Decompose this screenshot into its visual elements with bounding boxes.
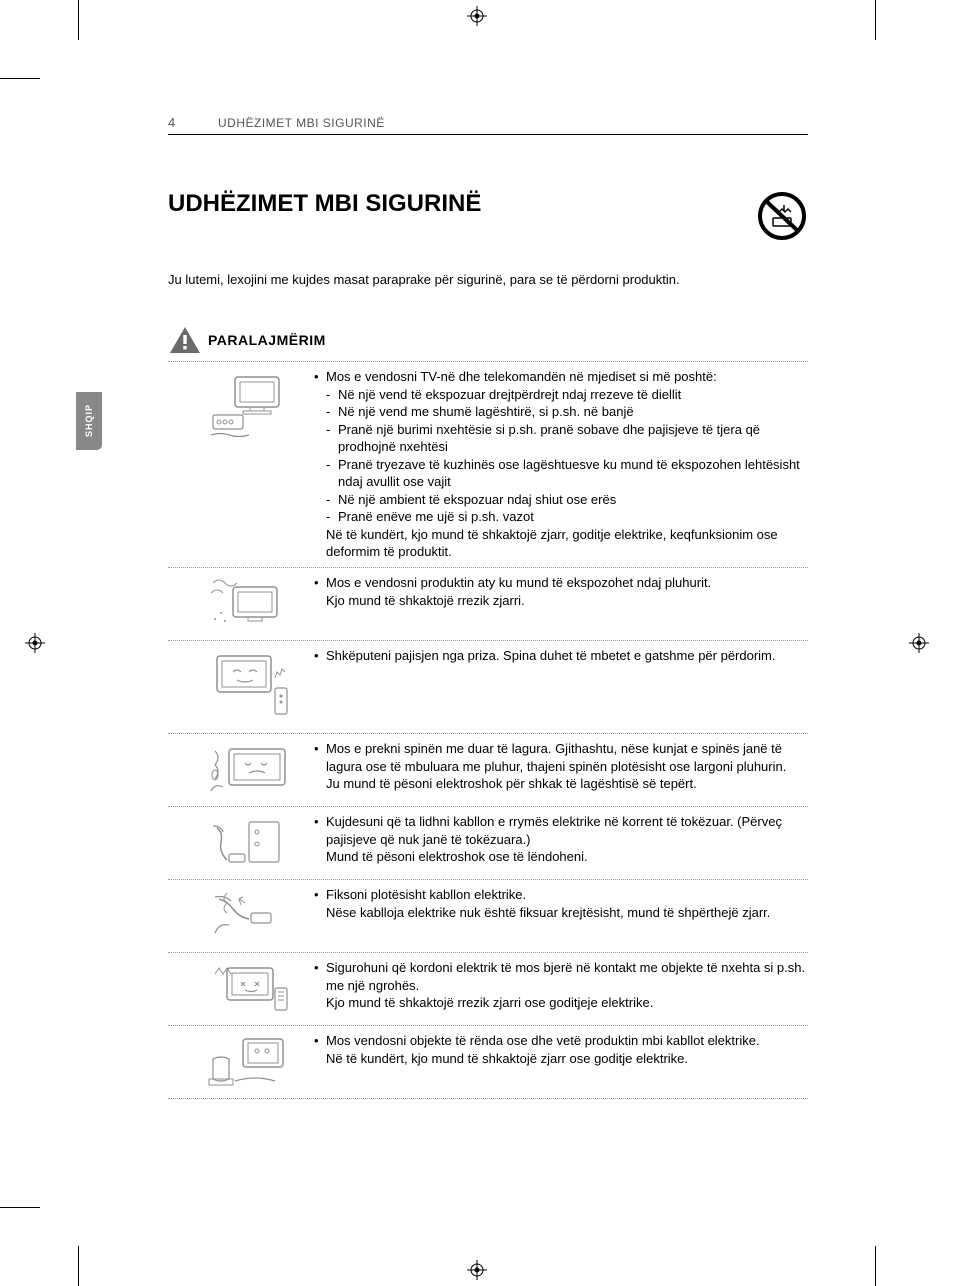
- warning-row: Shkëputeni pajisjen nga priza. Spina duh…: [168, 640, 808, 733]
- crop-mark: [875, 0, 876, 40]
- dash-text: Në një vend të ekspozuar drejtpërdrejt n…: [312, 386, 808, 404]
- warning-row: Sigurohuni që kordoni elektrik të mos bj…: [168, 952, 808, 1025]
- crop-mark: [78, 1246, 79, 1286]
- crop-mark: [78, 0, 79, 40]
- warning-illustration-icon: [200, 574, 300, 634]
- language-tab: SHQIP: [76, 392, 102, 450]
- cont-text: Kjo mund të shkaktojë rrezik zjarri ose …: [312, 994, 808, 1012]
- warning-text: Sigurohuni që kordoni elektrik të mos bj…: [312, 959, 808, 1019]
- warning-text: Kujdesuni që ta lidhni kabllon e rrymës …: [312, 813, 808, 873]
- warning-text: Mos vendosni objekte të rënda ose dhe ve…: [312, 1032, 808, 1092]
- dash-text: Pranë tryezave të kuzhinës ose lagështue…: [312, 456, 808, 491]
- crop-mark: [875, 1246, 876, 1286]
- warning-illustration-icon: [200, 813, 300, 873]
- page-header: 4 UDHËZIMET MBI SIGURINË: [168, 115, 808, 135]
- dash-text: Në një ambient të ekspozuar ndaj shiut o…: [312, 491, 808, 509]
- warning-text: Fiksoni plotësisht kabllon elektrike. Në…: [312, 886, 808, 946]
- warning-illustration-icon: [200, 886, 300, 946]
- registration-mark-icon: [909, 633, 929, 653]
- dash-text: Në një vend me shumë lagështirë, si p.sh…: [312, 403, 808, 421]
- crop-mark: [0, 78, 40, 79]
- bullet-text: Shkëputeni pajisjen nga priza. Spina duh…: [312, 647, 808, 665]
- bullet-text: Mos e prekni spinën me duar të lagura. G…: [312, 740, 808, 775]
- cont-text: Mund të pësoni elektroshok ose të lëndoh…: [312, 848, 808, 866]
- warning-text: Shkëputeni pajisjen nga priza. Spina duh…: [312, 647, 808, 727]
- bullet-text: Mos vendosni objekte të rënda ose dhe ve…: [312, 1032, 808, 1050]
- warning-illustration-icon: [200, 647, 300, 727]
- dash-text: Pranë një burimi nxehtësie si p.sh. pran…: [312, 421, 808, 456]
- bullet-text: Mos e vendosni produktin aty ku mund të …: [312, 574, 808, 592]
- cont-text: Ju mund të pësoni elektroshok për shkak …: [312, 775, 808, 793]
- bullet-text: Fiksoni plotësisht kabllon elektrike.: [312, 886, 808, 904]
- warning-text: Mos e vendosni TV-në dhe telekomandën në…: [312, 368, 808, 561]
- warning-illustration-icon: [200, 1032, 300, 1092]
- no-disassembly-icon: [751, 191, 813, 241]
- registration-mark-icon: [467, 1260, 487, 1280]
- tail-text: Në të kundërt, kjo mund të shkaktojë zja…: [312, 526, 808, 561]
- warning-text: Mos e vendosni produktin aty ku mund të …: [312, 574, 808, 634]
- bullet-text: Mos e vendosni TV-në dhe telekomandën në…: [312, 368, 808, 386]
- warning-illustration-icon: [200, 959, 300, 1019]
- header-title: UDHËZIMET MBI SIGURINË: [218, 116, 385, 130]
- bullet-text: Kujdesuni që ta lidhni kabllon e rrymës …: [312, 813, 808, 848]
- warning-row: Kujdesuni që ta lidhni kabllon e rrymës …: [168, 806, 808, 879]
- warning-row: Mos e prekni spinën me duar të lagura. G…: [168, 733, 808, 806]
- page-number: 4: [168, 115, 218, 130]
- bullet-text: Sigurohuni që kordoni elektrik të mos bj…: [312, 959, 808, 994]
- warning-triangle-icon: [168, 325, 202, 355]
- page-content: 4 UDHËZIMET MBI SIGURINË UDHËZIMET MBI S…: [168, 115, 808, 1099]
- registration-mark-icon: [467, 6, 487, 26]
- cont-text: Në të kundërt, kjo mund të shkaktojë zja…: [312, 1050, 808, 1068]
- intro-text: Ju lutemi, lexojini me kujdes masat para…: [168, 272, 808, 287]
- warning-row: Mos e vendosni produktin aty ku mund të …: [168, 567, 808, 640]
- warning-label: PARALAJMËRIM: [208, 332, 326, 348]
- dash-text: Pranë enëve me ujë si p.sh. vazot: [312, 508, 808, 526]
- warning-row: Mos vendosni objekte të rënda ose dhe ve…: [168, 1025, 808, 1099]
- warning-header: PARALAJMËRIM: [168, 325, 808, 355]
- cont-text: Kjo mund të shkaktojë rrezik zjarri.: [312, 592, 808, 610]
- warning-row: Mos e vendosni TV-në dhe telekomandën në…: [168, 361, 808, 567]
- warning-illustration-icon: [200, 740, 300, 800]
- warning-row: Fiksoni plotësisht kabllon elektrike. Në…: [168, 879, 808, 952]
- warning-illustration-icon: [200, 368, 300, 448]
- registration-mark-icon: [25, 633, 45, 653]
- warning-text: Mos e prekni spinën me duar të lagura. G…: [312, 740, 808, 800]
- language-tab-label: SHQIP: [84, 404, 94, 437]
- main-title: UDHËZIMET MBI SIGURINË: [168, 190, 808, 218]
- crop-mark: [0, 1207, 40, 1208]
- cont-text: Nëse kablloja elektrike nuk është fiksua…: [312, 904, 808, 922]
